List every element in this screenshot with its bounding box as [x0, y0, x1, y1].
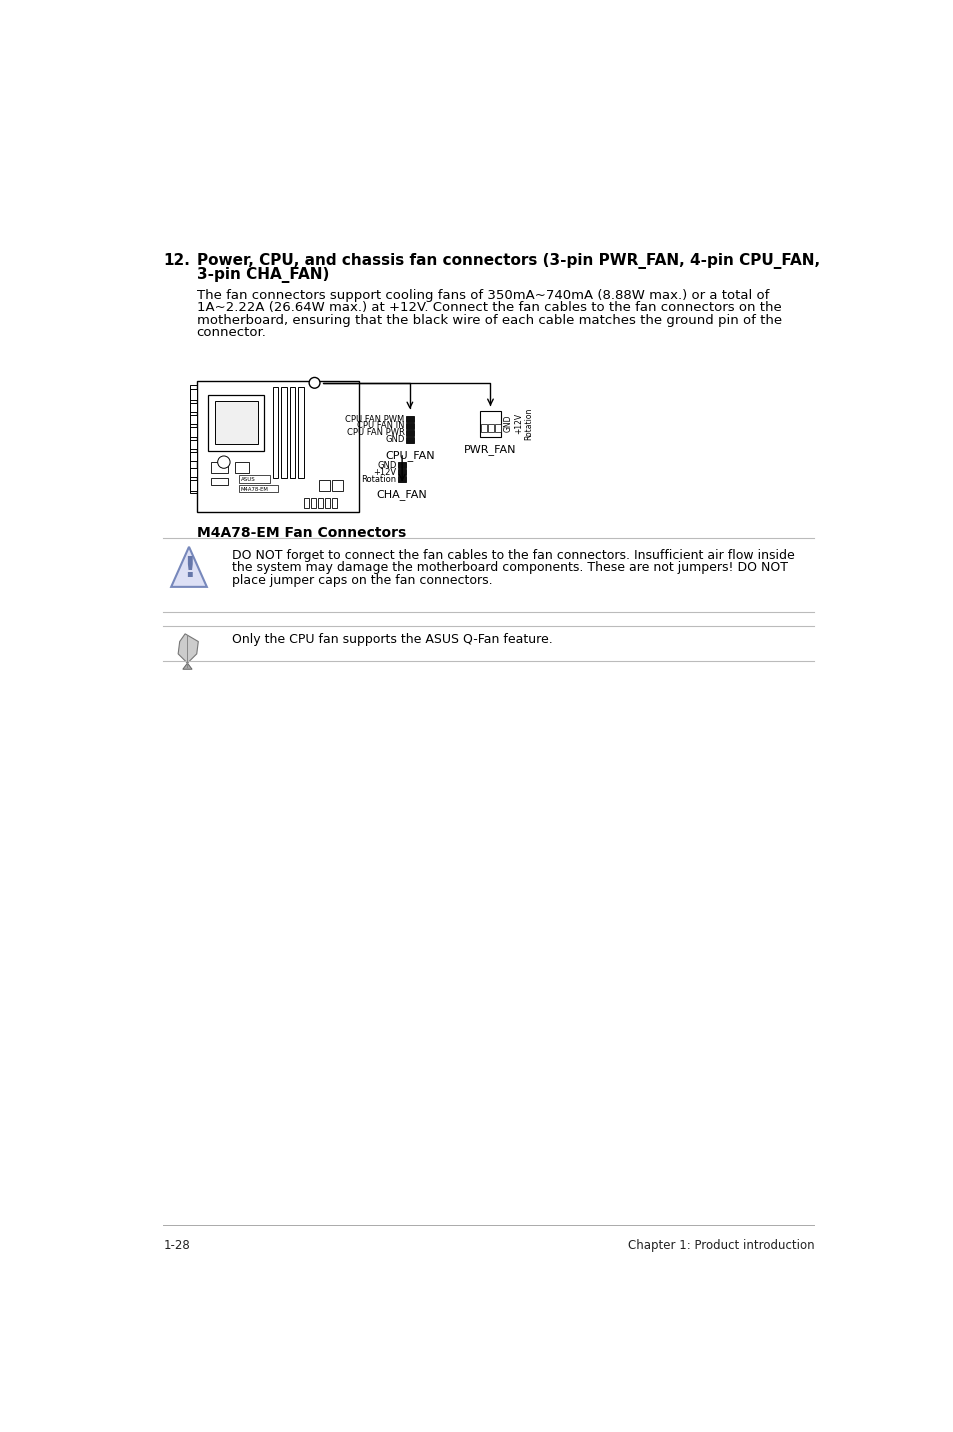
Bar [303, 498, 309, 507]
Bar [488, 424, 493, 432]
Bar [211, 463, 228, 473]
Circle shape [309, 378, 319, 388]
Bar [190, 428, 196, 437]
Circle shape [217, 455, 230, 468]
Bar [208, 395, 264, 451]
Bar [332, 480, 343, 491]
Text: GND: GND [377, 461, 396, 470]
Bar [190, 385, 196, 493]
Text: motherboard, ensuring that the black wire of each cable matches the ground pin o: motherboard, ensuring that the black wir… [196, 314, 781, 326]
Text: PWR_FAN: PWR_FAN [464, 444, 517, 455]
Bar [317, 498, 323, 507]
Bar [397, 463, 406, 468]
Bar [397, 475, 406, 483]
Text: Only the CPU fan supports the ASUS Q-Fan feature.: Only the CPU fan supports the ASUS Q-Fan… [232, 633, 552, 646]
Bar [324, 498, 330, 507]
Bar [239, 475, 270, 483]
Text: M4A78-EM: M4A78-EM [241, 487, 269, 491]
Text: 12.: 12. [163, 252, 190, 268]
Bar [406, 422, 414, 430]
Bar [479, 411, 500, 437]
Text: +12V: +12V [374, 468, 396, 477]
Text: connector.: connector. [196, 326, 266, 339]
Bar [239, 485, 278, 493]
Polygon shape [171, 547, 207, 587]
Bar [406, 430, 414, 435]
Text: Power, CPU, and chassis fan connectors (3-pin PWR_FAN, 4-pin CPU_FAN,: Power, CPU, and chassis fan connectors (… [196, 252, 819, 269]
Bar [196, 381, 359, 513]
Text: GND
+12V
Rotation: GND +12V Rotation [503, 408, 533, 440]
Text: !: ! [182, 554, 195, 583]
Text: place jumper caps on the fan connectors.: place jumper caps on the fan connectors. [232, 574, 492, 587]
Text: Chapter 1: Product introduction: Chapter 1: Product introduction [627, 1240, 814, 1253]
Bar [332, 498, 336, 507]
Text: DO NOT forget to connect the fan cables to the fan connectors. Insufficient air : DO NOT forget to connect the fan cables … [232, 548, 794, 563]
Text: CPU FAN PWR: CPU FAN PWR [346, 428, 404, 437]
Bar [190, 402, 196, 412]
Text: CPU_FAN: CPU_FAN [385, 450, 435, 461]
Bar [235, 463, 249, 473]
Text: the system may damage the motherboard components. These are not jumpers! DO NOT: the system may damage the motherboard co… [232, 561, 787, 574]
Text: 3-pin CHA_FAN): 3-pin CHA_FAN) [196, 266, 329, 282]
Bar [480, 424, 486, 432]
Text: 1-28: 1-28 [163, 1240, 190, 1253]
Bar [281, 388, 286, 478]
Bar [406, 437, 414, 442]
Bar [190, 390, 196, 400]
Text: M4A78-EM Fan Connectors: M4A78-EM Fan Connectors [196, 526, 406, 540]
Bar [311, 498, 315, 507]
Text: GND: GND [385, 435, 404, 444]
Bar [397, 470, 406, 475]
Bar [190, 440, 196, 450]
Bar [290, 388, 294, 478]
Polygon shape [183, 663, 192, 669]
Text: CPU FAN PWM: CPU FAN PWM [345, 414, 404, 424]
Bar [190, 480, 196, 491]
Text: ASUS: ASUS [241, 477, 255, 481]
Text: Rotation: Rotation [361, 474, 396, 484]
Bar [298, 388, 303, 478]
Polygon shape [178, 634, 198, 663]
Bar [214, 401, 257, 444]
Bar [406, 415, 414, 422]
Bar [319, 480, 330, 491]
Text: CPU FAN IN: CPU FAN IN [356, 421, 404, 431]
Bar [211, 477, 228, 485]
Text: CHA_FAN: CHA_FAN [376, 490, 427, 500]
Bar [495, 424, 500, 432]
Bar [273, 388, 278, 478]
Bar [190, 467, 196, 477]
Bar [190, 453, 196, 461]
Text: The fan connectors support cooling fans of 350mA~740mA (8.88W max.) or a total o: The fan connectors support cooling fans … [196, 289, 768, 302]
Bar [190, 415, 196, 424]
Text: 1A~2.22A (26.64W max.) at +12V. Connect the fan cables to the fan connectors on : 1A~2.22A (26.64W max.) at +12V. Connect … [196, 301, 781, 314]
